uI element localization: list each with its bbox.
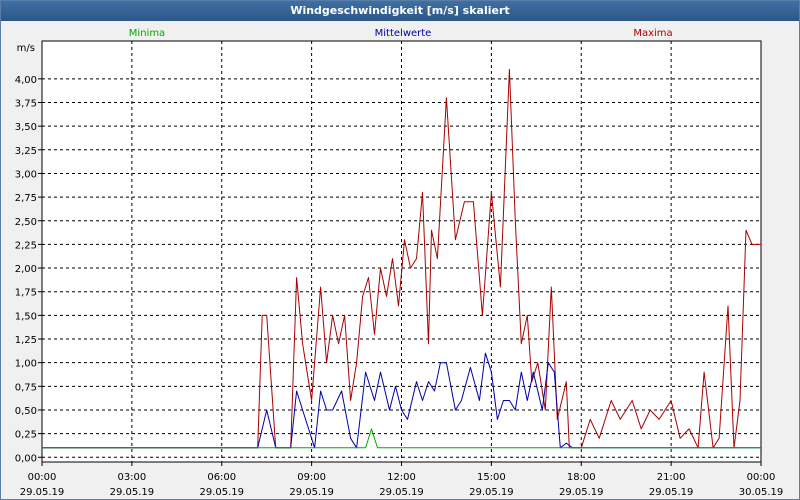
x-tick-date: 30.05.19 xyxy=(739,487,784,498)
y-tick-label: 1,75 xyxy=(15,288,37,299)
y-tick-label: 1,50 xyxy=(15,311,37,322)
x-tick-time: 21:00 xyxy=(657,472,686,483)
window-title: Windgeschwindigkeit [m/s] skaliert xyxy=(1,1,799,21)
x-tick-time: 15:00 xyxy=(477,472,506,483)
legend-mittelwerte: Mittelwerte xyxy=(375,28,432,39)
y-tick-label: 3,75 xyxy=(15,98,37,109)
y-tick-label: 1,00 xyxy=(15,359,37,370)
y-tick-label: 3,50 xyxy=(15,122,37,133)
x-tick-time: 00:00 xyxy=(747,472,776,483)
legend-maxima: Maxima xyxy=(633,28,672,39)
x-tick-time: 03:00 xyxy=(117,472,146,483)
y-tick-label: 2,25 xyxy=(15,240,37,251)
x-tick-time: 18:00 xyxy=(567,472,596,483)
y-tick-label: 2,50 xyxy=(15,217,37,228)
x-tick-date: 29.05.19 xyxy=(289,487,334,498)
series-line-mittelwerte xyxy=(42,352,761,449)
x-tick-date: 29.05.19 xyxy=(649,487,694,498)
series-line-minima xyxy=(42,428,761,449)
x-tick-date: 29.05.19 xyxy=(110,487,155,498)
y-tick-label: 0,50 xyxy=(15,406,37,417)
x-tick-time: 06:00 xyxy=(207,472,236,483)
x-tick-time: 09:00 xyxy=(297,472,326,483)
x-tick-date: 29.05.19 xyxy=(199,487,244,498)
x-tick-date: 29.05.19 xyxy=(20,487,65,498)
y-tick-label: 0,25 xyxy=(15,430,37,441)
y-tick-label: 4,00 xyxy=(15,75,37,86)
x-tick-time: 12:00 xyxy=(387,472,416,483)
x-tick-date: 29.05.19 xyxy=(559,487,604,498)
x-tick-time: 00:00 xyxy=(28,472,57,483)
y-tick-label: 1,25 xyxy=(15,335,37,346)
y-tick-label: 0,00 xyxy=(15,453,37,464)
legend-minima: Minima xyxy=(129,28,165,39)
y-tick-label: 3,00 xyxy=(15,169,37,180)
y-tick-label: 0,75 xyxy=(15,382,37,393)
y-tick-label: 2,75 xyxy=(15,193,37,204)
series-line-maxima xyxy=(42,68,761,449)
y-axis-label: m/s xyxy=(17,43,35,54)
y-tick-label: 2,00 xyxy=(15,264,37,275)
x-tick-date: 29.05.19 xyxy=(469,487,514,498)
y-tick-label: 3,25 xyxy=(15,146,37,157)
x-tick-date: 29.05.19 xyxy=(379,487,424,498)
